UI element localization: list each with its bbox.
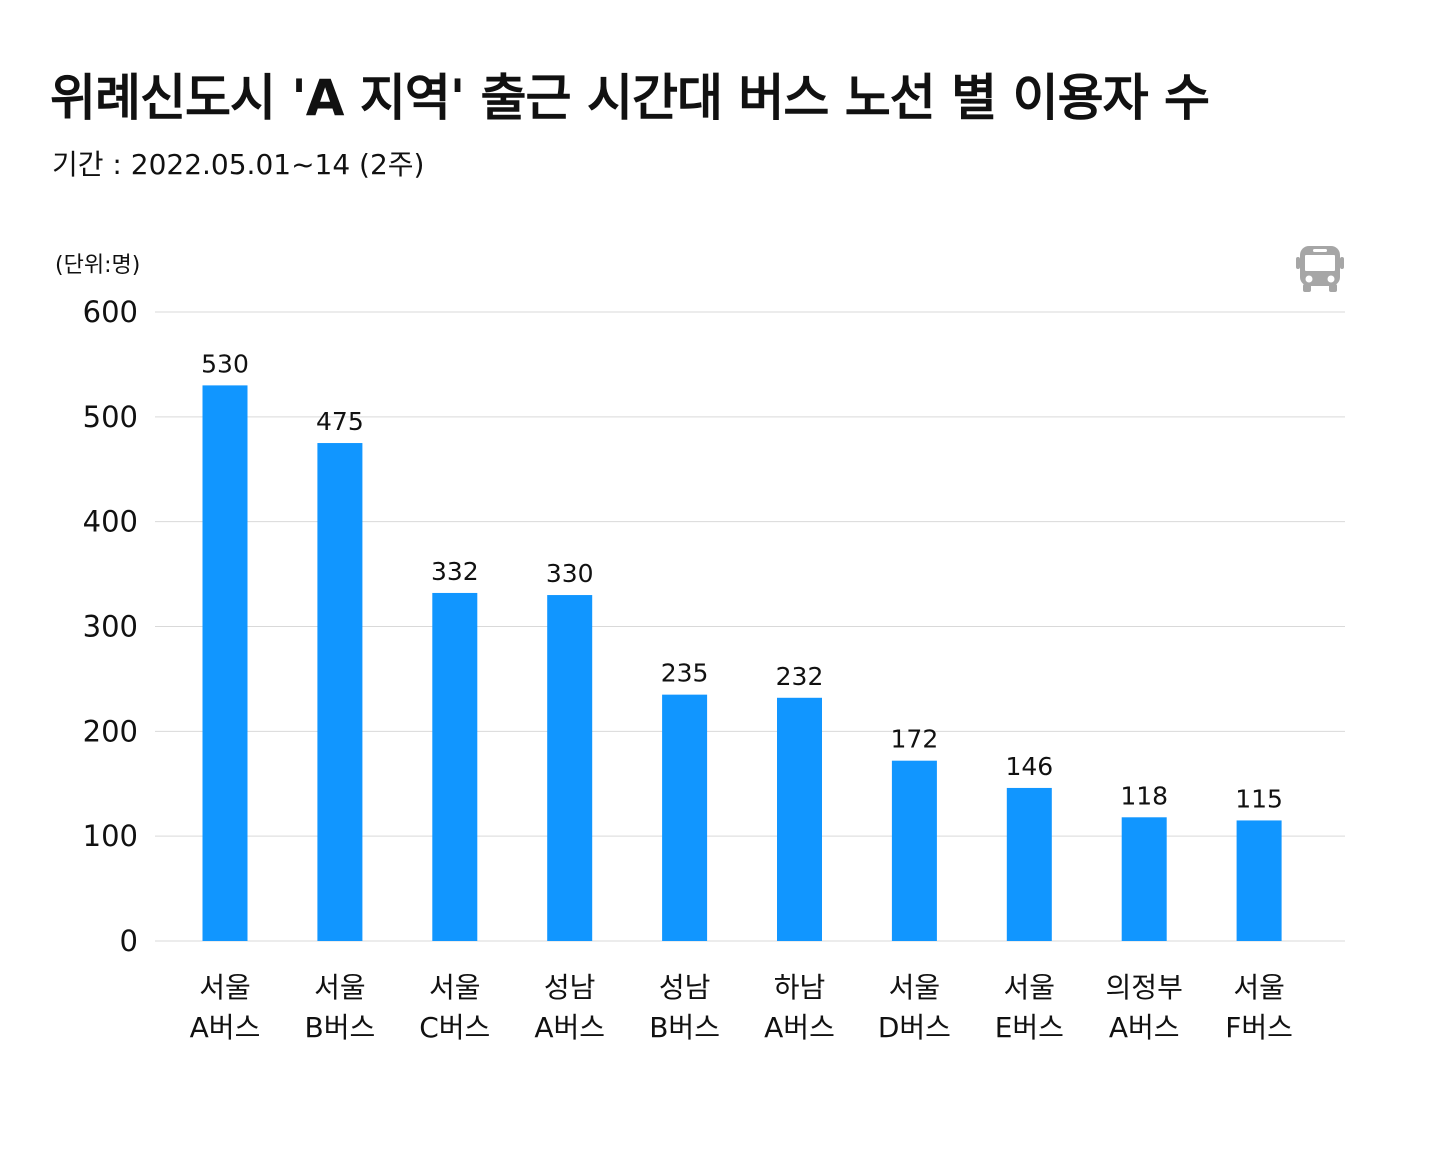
bar xyxy=(1006,787,1052,941)
y-tick-label: 500 xyxy=(83,400,138,434)
x-tick-label: B버스 xyxy=(305,1011,376,1044)
bar xyxy=(777,697,822,941)
x-tick-label: 서울 xyxy=(1004,971,1056,1004)
bar xyxy=(432,592,478,941)
bar xyxy=(1121,817,1167,941)
y-tick-label: 300 xyxy=(83,610,138,644)
data-label: 330 xyxy=(546,559,594,588)
bus-icon xyxy=(1292,240,1348,300)
x-tick-label: E버스 xyxy=(995,1011,1064,1044)
data-label: 235 xyxy=(661,659,709,688)
bar xyxy=(317,443,363,941)
data-label: 115 xyxy=(1235,784,1283,813)
x-tick-label: B버스 xyxy=(649,1011,720,1044)
bar xyxy=(662,694,708,941)
data-label: 530 xyxy=(201,349,249,378)
data-label: 232 xyxy=(776,662,824,691)
x-tick-label: 서울 xyxy=(889,971,941,1004)
x-tick-label: A버스 xyxy=(764,1011,835,1044)
bar xyxy=(202,385,248,942)
data-label: 332 xyxy=(431,557,479,586)
bar xyxy=(1236,820,1282,941)
unit-label: (단위:명) xyxy=(55,253,141,278)
x-tick-label: 하남 xyxy=(774,971,826,1004)
data-label: 146 xyxy=(1005,752,1053,781)
x-tick-label: A버스 xyxy=(1109,1011,1180,1044)
y-tick-label: 100 xyxy=(83,819,138,853)
chart-subtitle: 기간 : 2022.05.01~14 (2주) xyxy=(52,148,425,181)
x-tick-label: 성남 xyxy=(544,971,596,1004)
bar xyxy=(891,760,937,941)
x-tick-label: C버스 xyxy=(419,1011,490,1044)
x-tick-label: 서울 xyxy=(429,971,481,1004)
x-tick-label: 서울 xyxy=(199,971,251,1004)
data-label: 118 xyxy=(1120,781,1168,810)
bar xyxy=(547,595,593,941)
x-tick-label: D버스 xyxy=(878,1011,951,1044)
x-tick-label: 서울 xyxy=(1233,971,1285,1004)
x-tick-label: A버스 xyxy=(534,1011,605,1044)
y-tick-label: 600 xyxy=(83,295,138,329)
x-tick-label: 의정부 xyxy=(1106,971,1183,1004)
x-tick-label: A버스 xyxy=(190,1011,261,1044)
y-tick-label: 400 xyxy=(83,505,138,539)
x-tick-label: 서울 xyxy=(314,971,366,1004)
data-label: 172 xyxy=(891,725,939,754)
data-label: 475 xyxy=(316,407,364,436)
y-tick-label: 200 xyxy=(83,714,138,748)
chart-title: 위례신도시 'A 지역' 출근 시간대 버스 노선 별 이용자 수 xyxy=(50,69,1210,127)
x-tick-label: F버스 xyxy=(1225,1011,1293,1044)
x-tick-label: 성남 xyxy=(659,971,711,1004)
y-tick-label: 0 xyxy=(120,924,138,958)
